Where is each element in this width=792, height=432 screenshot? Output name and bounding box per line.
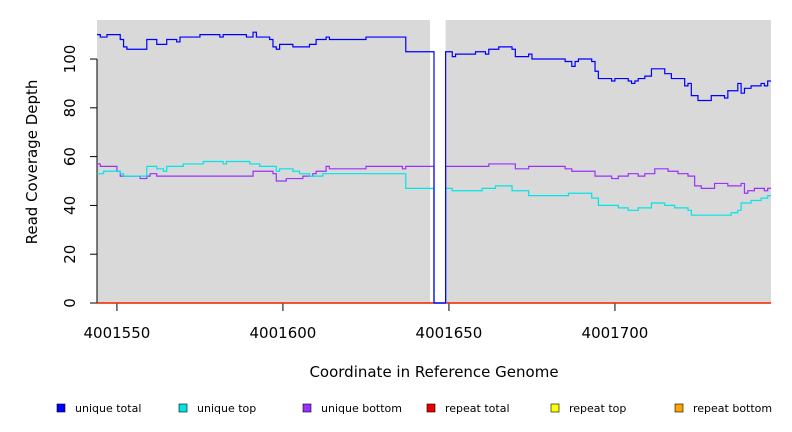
legend-label: repeat top: [569, 402, 626, 415]
x-tick-label: 4001600: [250, 324, 317, 342]
y-tick-label: 100: [61, 45, 79, 74]
gap-region: [430, 20, 446, 303]
legend-label: repeat total: [445, 402, 510, 415]
x-tick-label: 4001550: [84, 324, 151, 342]
legend-swatch: [674, 403, 684, 413]
y-tick-label: 60: [61, 147, 79, 166]
y-tick-label: 40: [61, 196, 79, 215]
y-tick-label: 0: [61, 298, 79, 308]
legend-label: unique top: [197, 402, 256, 415]
legend-label: unique total: [75, 402, 141, 415]
legend-swatch: [178, 403, 188, 413]
x-tick-label: 4001650: [416, 324, 483, 342]
y-tick-label: 20: [61, 245, 79, 264]
series-line-unique-top: [97, 160, 771, 304]
x-tick-label: 4001700: [582, 324, 649, 342]
y-tick-label: 80: [61, 98, 79, 117]
series-layer: [97, 31, 771, 304]
series-line-unique-bottom: [97, 163, 771, 304]
y-axis: 0 20 40 60 80 100: [61, 45, 98, 308]
legend-swatch: [302, 403, 312, 413]
series-line-unique-total: [97, 31, 771, 304]
legend-swatch: [550, 403, 560, 413]
x-axis: 4001550 4001600 4001650 4001700: [84, 302, 649, 342]
legend-swatch: [56, 403, 66, 413]
x-axis-title: Coordinate in Reference Genome: [309, 363, 558, 381]
legend-label: repeat bottom: [693, 402, 772, 415]
legend: unique total unique top unique bottom repea…: [56, 402, 772, 415]
legend-swatch: [426, 403, 436, 413]
legend-label: unique bottom: [321, 402, 402, 415]
y-axis-title: Read Coverage Depth: [23, 80, 41, 245]
